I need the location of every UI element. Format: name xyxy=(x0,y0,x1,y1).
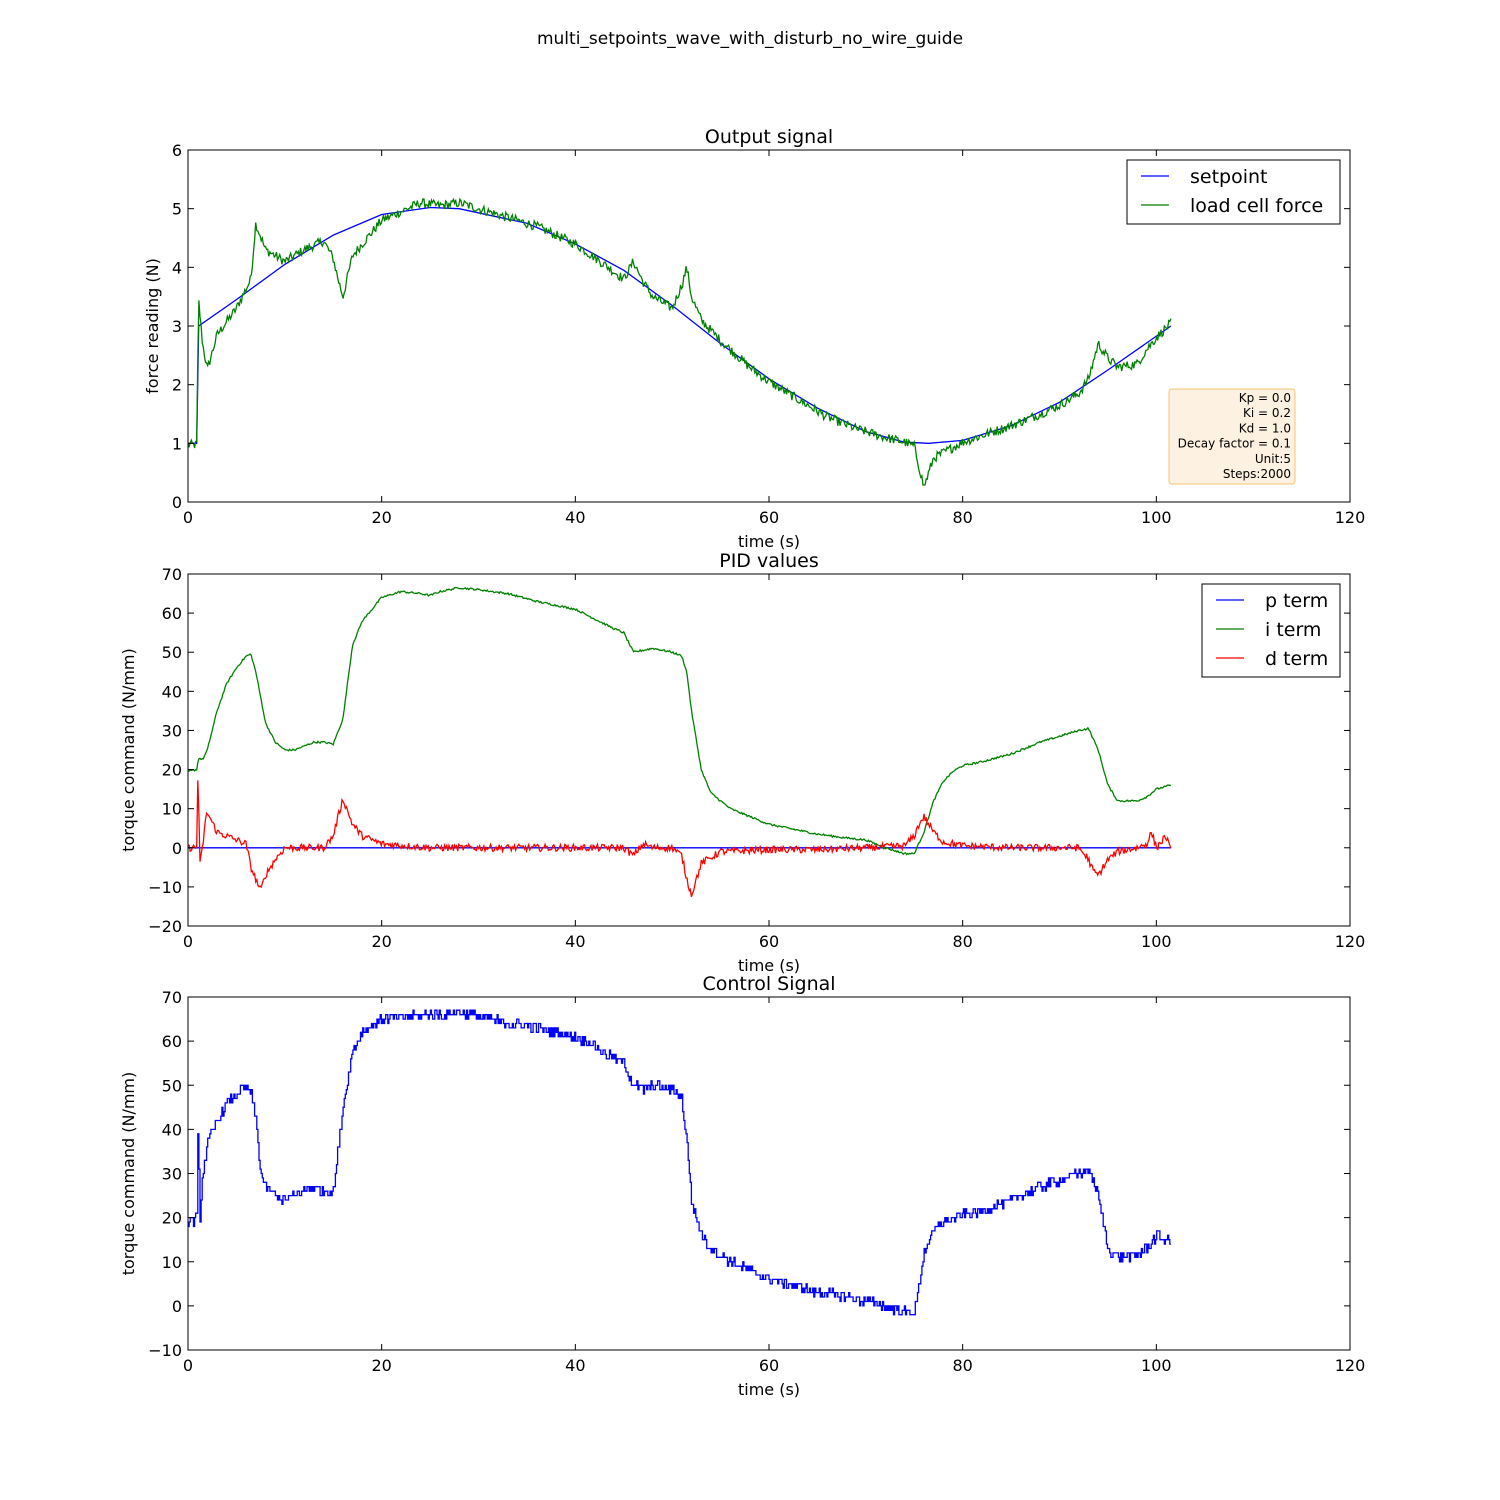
parameter-line: Kd = 1.0 xyxy=(1239,421,1291,435)
y-tick-label: 20 xyxy=(162,1209,182,1228)
y-tick-label: 30 xyxy=(162,1165,182,1184)
legend-label: i term xyxy=(1265,619,1321,641)
x-tick-label: 100 xyxy=(1141,1356,1172,1375)
y-tick-label: 40 xyxy=(162,682,182,701)
series-line-d-term xyxy=(188,780,1172,898)
x-tick-label: 60 xyxy=(759,1356,779,1375)
panel-1: 0 20 40 60 80 100 120 0 1 2 3 4 5 6 Output signal time … xyxy=(143,126,1365,551)
y-tick-label: 50 xyxy=(162,643,182,662)
x-tick-label: 120 xyxy=(1335,1356,1366,1375)
y-tick-label: 60 xyxy=(162,1032,182,1051)
x-tick-label: 40 xyxy=(565,508,585,527)
y-axis-label: force reading (N) xyxy=(143,258,162,394)
x-tick-label: 40 xyxy=(565,932,585,951)
x-tick-label: 120 xyxy=(1335,508,1366,527)
panel-title: Control Signal xyxy=(702,973,835,995)
x-tick-label: 0 xyxy=(183,1356,193,1375)
y-tick-label: 2 xyxy=(172,376,182,395)
parameter-line: Steps:2000 xyxy=(1223,467,1291,481)
x-tick-label: 60 xyxy=(759,508,779,527)
parameter-box xyxy=(1168,388,1296,485)
legend-label: setpoint xyxy=(1190,166,1268,188)
x-tick-label: 120 xyxy=(1335,932,1366,951)
legend-label: p term xyxy=(1265,590,1328,612)
y-tick-label: 40 xyxy=(162,1120,182,1139)
x-axis-label: time (s) xyxy=(738,532,800,551)
parameter-line: Decay factor = 0.1 xyxy=(1178,437,1291,451)
x-tick-label: 80 xyxy=(952,932,972,951)
y-tick-label: 6 xyxy=(172,141,182,160)
y-tick-label: 3 xyxy=(172,317,182,336)
x-tick-label: 0 xyxy=(183,932,193,951)
y-tick-label: 20 xyxy=(162,761,182,780)
y-tick-label: 70 xyxy=(162,565,182,584)
x-tick-label: 80 xyxy=(952,1356,972,1375)
parameter-line: Unit:5 xyxy=(1255,452,1291,466)
parameter-line: Kp = 0.0 xyxy=(1239,391,1291,405)
y-axis-label: torque command (N/mm) xyxy=(119,648,138,852)
y-tick-label: 0 xyxy=(172,493,182,512)
y-tick-label: 70 xyxy=(162,988,182,1007)
x-tick-label: 0 xyxy=(183,508,193,527)
y-tick-label: 5 xyxy=(172,200,182,219)
x-tick-label: 20 xyxy=(371,1356,391,1375)
series-line-load-cell-force xyxy=(188,197,1172,486)
y-tick-label: 0 xyxy=(172,1297,182,1316)
x-tick-label: 60 xyxy=(759,932,779,951)
x-axis-label: time (s) xyxy=(738,956,800,975)
x-tick-label: 20 xyxy=(371,508,391,527)
series-line-control-signal xyxy=(188,1009,1171,1316)
panel-title: PID values xyxy=(719,550,819,572)
y-tick-label: 10 xyxy=(162,800,182,819)
x-tick-label: 20 xyxy=(371,932,391,951)
y-tick-label: −10 xyxy=(148,1341,182,1360)
x-tick-label: 100 xyxy=(1141,932,1172,951)
y-tick-label: 0 xyxy=(172,839,182,858)
legend xyxy=(1126,159,1341,225)
panel-title: Output signal xyxy=(705,126,833,148)
panel-3: 0 20 40 60 80 100 120−10010203040506070Control… xyxy=(119,973,1365,1399)
y-tick-label: −20 xyxy=(148,917,182,936)
x-tick-label: 40 xyxy=(565,1356,585,1375)
y-tick-label: −10 xyxy=(148,878,182,897)
y-axis-label: torque command (N/mm) xyxy=(119,1072,138,1276)
y-tick-label: 10 xyxy=(162,1253,182,1272)
y-tick-label: 50 xyxy=(162,1076,182,1095)
x-tick-label: 80 xyxy=(952,508,972,527)
y-tick-label: 1 xyxy=(172,434,182,453)
x-tick-label: 100 xyxy=(1141,508,1172,527)
legend-label: load cell force xyxy=(1190,195,1323,217)
x-axis-label: time (s) xyxy=(738,1380,800,1399)
panel-2: 0 20 40 60 80 100 120 −20 −10 0 10 20 30 40 50 60 70 PID … xyxy=(119,550,1365,975)
parameter-line: Ki = 0.2 xyxy=(1243,406,1291,420)
legend-label: d term xyxy=(1265,648,1328,670)
y-tick-label: 4 xyxy=(172,258,182,277)
y-tick-label: 30 xyxy=(162,721,182,740)
series-line-i-term xyxy=(188,586,1172,856)
figure-title: multi_setpoints_wave_with_disturb_no_wir… xyxy=(537,29,963,49)
y-tick-label: 60 xyxy=(162,604,182,623)
